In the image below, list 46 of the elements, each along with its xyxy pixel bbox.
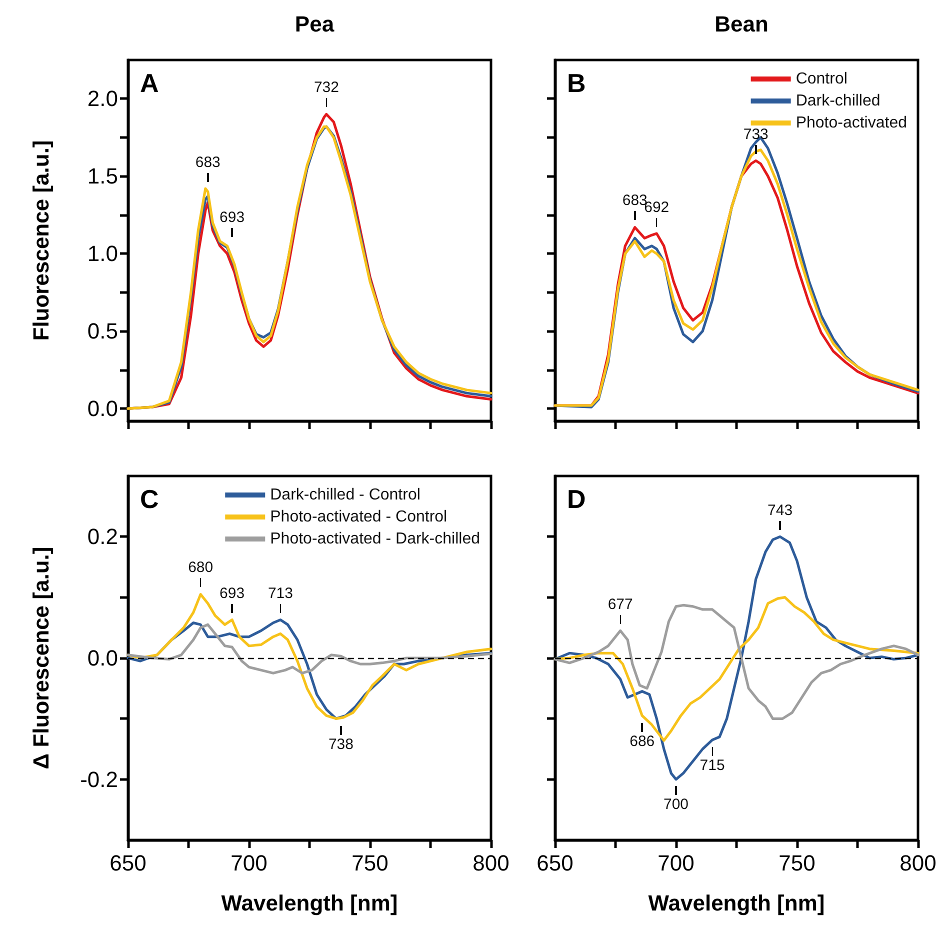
legend-label: Dark-chilled bbox=[796, 92, 880, 110]
x-tick-label: 750 bbox=[352, 850, 388, 876]
line-series bbox=[126, 623, 492, 674]
y-tick-label: 0.0 bbox=[87, 646, 118, 670]
y-axis-title: Δ Fluorescence [a.u.] bbox=[28, 546, 54, 770]
annotation: 713 bbox=[268, 584, 293, 602]
y-tick-label: 0.0 bbox=[87, 396, 118, 422]
legend-label: Photo-activated - Dark-chilled bbox=[270, 530, 480, 548]
annotation: 693 bbox=[220, 209, 245, 226]
annotation: 715 bbox=[700, 756, 725, 774]
y-tick-label: 0.5 bbox=[87, 318, 118, 344]
annotation: 700 bbox=[664, 796, 689, 814]
legend-label: Photo-activated - Control bbox=[270, 508, 448, 526]
annotation: 743 bbox=[768, 502, 793, 519]
x-axis-title: Wavelength [nm] bbox=[221, 890, 398, 916]
chart-title: Pea bbox=[294, 12, 335, 36]
x-tick-label: 800 bbox=[472, 850, 510, 876]
annotation: 738 bbox=[328, 736, 354, 753]
y-axis-title: Fluorescence [a.u.] bbox=[28, 140, 54, 341]
y-tick-label: 1.5 bbox=[87, 164, 118, 189]
annotation: D bbox=[567, 484, 586, 515]
annotation: 732 bbox=[314, 79, 339, 96]
x-tick-label: 700 bbox=[658, 850, 694, 876]
x-axis-title: Wavelength [nm] bbox=[648, 890, 825, 916]
y-tick-label: -0.2 bbox=[80, 766, 118, 792]
annotation: B bbox=[567, 68, 586, 99]
chart-title: Bean bbox=[714, 12, 768, 36]
x-tick-label: 750 bbox=[778, 850, 816, 876]
annotation: 683 bbox=[195, 154, 220, 171]
legend-label: Photo-activated bbox=[796, 114, 908, 132]
x-tick-label: 800 bbox=[900, 850, 936, 876]
y-tick-label: 0.2 bbox=[87, 524, 118, 550]
x-tick-label: 700 bbox=[230, 850, 268, 876]
annotation: A bbox=[140, 68, 159, 99]
legend-label: Control bbox=[796, 70, 848, 88]
x-tick-label: 650 bbox=[110, 850, 146, 876]
annotation: C bbox=[140, 484, 159, 515]
annotation: 677 bbox=[608, 596, 633, 613]
annotation: 733 bbox=[743, 126, 768, 143]
annotation: 680 bbox=[188, 559, 214, 576]
annotation: 686 bbox=[630, 732, 655, 750]
x-tick-label: 650 bbox=[536, 850, 574, 876]
legend-label: Dark-chilled - Control bbox=[270, 486, 420, 504]
annotation: 693 bbox=[220, 584, 245, 602]
y-tick-label: 1.0 bbox=[87, 241, 118, 266]
y-tick-label: 2.0 bbox=[87, 86, 118, 112]
